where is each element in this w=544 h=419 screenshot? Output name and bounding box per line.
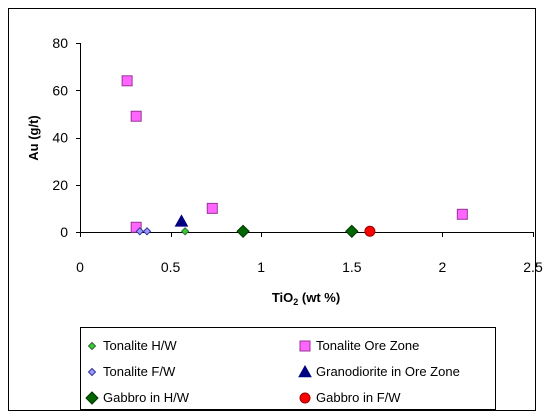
legend-label: Gabbro in F/W [316, 390, 401, 405]
y-tick-label: 80 [52, 35, 68, 51]
legend-box [80, 327, 496, 410]
legend-items: Tonalite H/W Tonalite Ore Zone Tonalite F/… [85, 338, 460, 405]
data-point [174, 214, 189, 227]
x-axis-title-main: TiO [272, 290, 293, 305]
legend-label: Gabbro in H/W [103, 390, 190, 405]
y-tick-label: 0 [60, 224, 68, 240]
data-point [236, 224, 250, 238]
legend-label: Granodiorite in Ore Zone [316, 364, 460, 379]
data-point [130, 221, 142, 233]
legend-label: Tonalite Ore Zone [316, 338, 419, 353]
x-tick-label: 2 [439, 259, 447, 275]
ticks [76, 43, 534, 237]
legend-marker [87, 367, 97, 377]
y-tick-label: 40 [52, 130, 68, 146]
x-tick-label: 1 [257, 259, 265, 275]
data-point [364, 225, 376, 237]
legend-marker [298, 364, 312, 378]
data-point [345, 224, 359, 238]
data-point [142, 227, 152, 236]
x-axis-title-subscript: 2 [293, 297, 298, 307]
legend-label: Tonalite F/W [103, 364, 176, 379]
x-axis-title: TiO2 (wt %) [272, 290, 340, 307]
x-tick-label: 2.5 [523, 259, 543, 275]
data-point [456, 208, 468, 220]
legend-marker [299, 392, 311, 404]
x-tick-label: 0 [76, 259, 84, 275]
legend-marker [299, 340, 311, 352]
legend-marker [85, 391, 99, 405]
legend-marker [87, 341, 97, 351]
y-tick-label: 60 [52, 82, 68, 98]
x-axis-title-rest: (wt %) [298, 290, 340, 305]
data-point [130, 110, 142, 122]
tick-labels: 0 20 40 60 80 0 0.5 1 1.5 2 2.5 [52, 35, 543, 275]
data-points [121, 75, 468, 238]
data-point [206, 202, 218, 214]
x-tick-label: 1.5 [342, 259, 362, 275]
legend: Tonalite H/W Tonalite Ore Zone Tonalite F/… [80, 327, 496, 410]
data-point [121, 75, 133, 87]
y-tick-label: 20 [52, 177, 68, 193]
legend-label: Tonalite H/W [103, 338, 177, 353]
data-point [135, 227, 145, 236]
y-axis-title: Au (g/t) [26, 115, 41, 160]
x-tick-label: 0.5 [161, 259, 181, 275]
data-point [180, 227, 190, 236]
